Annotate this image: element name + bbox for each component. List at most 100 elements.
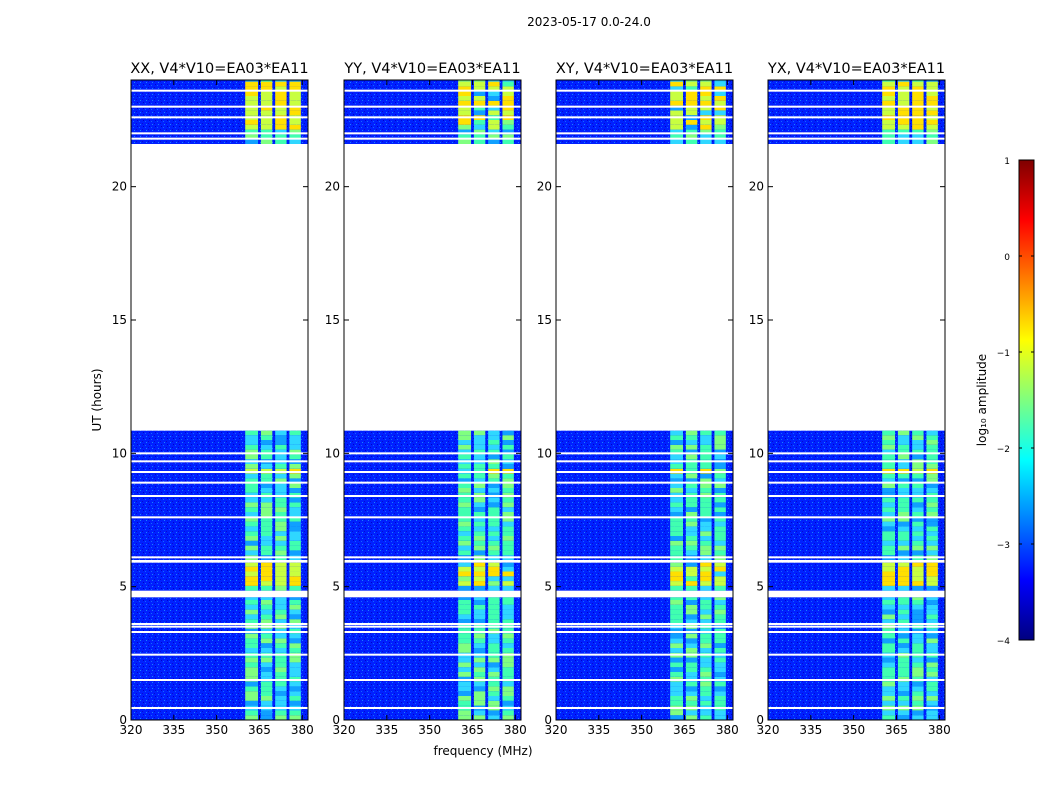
signal-cell <box>926 597 938 600</box>
signal-cell <box>714 440 726 445</box>
signal-cell <box>670 516 684 522</box>
signal-cell <box>926 657 938 663</box>
signal-cell <box>275 604 287 610</box>
signal-cell <box>926 86 938 92</box>
signal-cell <box>714 667 726 672</box>
signal-cell <box>685 609 698 615</box>
signal-cell <box>670 507 684 512</box>
signal-cell <box>685 566 698 572</box>
signal-cell <box>926 440 938 445</box>
signal-cell <box>912 638 924 644</box>
signal-cell <box>670 100 684 106</box>
signal-cell <box>897 473 910 479</box>
flagged-line <box>344 132 521 135</box>
signal-cell <box>926 435 938 440</box>
y-tick-label: 20 <box>112 180 127 194</box>
panel-2: YY, V4*V10=EA03*EA11 320 335 350 365 380 0 5 10 1… <box>325 61 527 737</box>
flagged-line <box>556 679 733 681</box>
signal-cell <box>473 696 486 701</box>
signal-cell <box>289 576 301 582</box>
signal-cell <box>714 545 726 551</box>
signal-cell <box>714 497 726 503</box>
signal-cell <box>488 86 500 92</box>
signal-cell <box>714 120 726 125</box>
signal-cell <box>926 96 938 101</box>
signal-cell <box>926 81 938 87</box>
signal-cell <box>289 507 301 512</box>
signal-cell <box>245 105 259 111</box>
signal-cell <box>458 662 472 668</box>
signal-cell <box>897 681 910 687</box>
signal-cell <box>897 662 910 668</box>
signal-cell <box>897 657 910 663</box>
signal-cell <box>912 700 924 706</box>
signal-cell <box>488 597 500 600</box>
signal-cell <box>685 633 698 639</box>
signal-cell <box>275 581 287 586</box>
signal-cell <box>289 81 301 87</box>
signal-cell <box>912 648 924 653</box>
signal-cell <box>700 633 712 639</box>
signal-cell <box>700 585 712 591</box>
signal-cell <box>260 91 273 96</box>
signal-cell <box>882 657 896 663</box>
signal-cell <box>473 120 486 125</box>
signal-cell <box>502 440 514 445</box>
signal-cell <box>502 581 514 586</box>
signal-cell <box>685 512 698 517</box>
signal-cell <box>685 435 698 440</box>
signal-cell <box>912 129 924 135</box>
signal-cell <box>502 502 514 508</box>
colorbar-tick-label: 0 <box>1004 253 1010 263</box>
signal-cell <box>245 585 259 591</box>
signal-cell <box>275 96 287 101</box>
signal-cell <box>882 581 896 586</box>
signal-cell <box>700 566 712 572</box>
signal-cell <box>245 134 259 140</box>
signal-cell <box>714 521 726 527</box>
colorbar: 1 0 −1 −2 −3 −4 log₁₀ amplitude <box>975 157 1035 647</box>
signal-cell <box>926 604 938 610</box>
signal-cell <box>289 129 301 135</box>
signal-cell <box>488 638 500 644</box>
signal-cell <box>926 638 938 644</box>
signal-cell <box>473 657 486 663</box>
signal-cell <box>926 696 938 701</box>
signal-cell <box>473 536 486 541</box>
signal-cell <box>502 129 514 135</box>
signal-cell <box>714 444 726 450</box>
signal-cell <box>245 648 259 653</box>
signal-cell <box>882 96 896 101</box>
signal-cell <box>245 435 259 440</box>
signal-cell <box>488 512 500 517</box>
signal-cell <box>897 81 910 87</box>
signal-cell <box>700 91 712 96</box>
signal-cell <box>685 581 698 586</box>
signal-cell <box>289 686 301 692</box>
signal-cell <box>685 691 698 696</box>
signal-cell <box>458 700 472 706</box>
signal-cell <box>670 585 684 591</box>
panel-1: XX, V4*V10=EA03*EA11 320 335 350 365 380 0 5 10 1… <box>112 61 314 737</box>
signal-cell <box>458 430 472 436</box>
signal-cell <box>275 440 287 445</box>
signal-cell <box>670 512 684 517</box>
signal-cell <box>458 710 472 716</box>
signal-cell <box>700 545 712 551</box>
signal-cell <box>260 473 273 479</box>
signal-cell <box>245 124 259 130</box>
signal-cell <box>260 585 273 591</box>
colorbar-tick-label: −1 <box>997 349 1010 359</box>
signal-cell <box>275 139 287 144</box>
flagged-line <box>131 623 308 625</box>
signal-cell <box>685 686 698 692</box>
signal-cell <box>897 609 910 615</box>
flagged-line <box>556 137 733 140</box>
signal-cell <box>488 696 500 701</box>
signal-cell <box>473 633 486 639</box>
signal-cell <box>245 120 259 125</box>
signal-cell <box>912 600 924 605</box>
signal-cell <box>926 581 938 586</box>
signal-cell <box>458 566 472 572</box>
signal-cell <box>714 619 726 624</box>
